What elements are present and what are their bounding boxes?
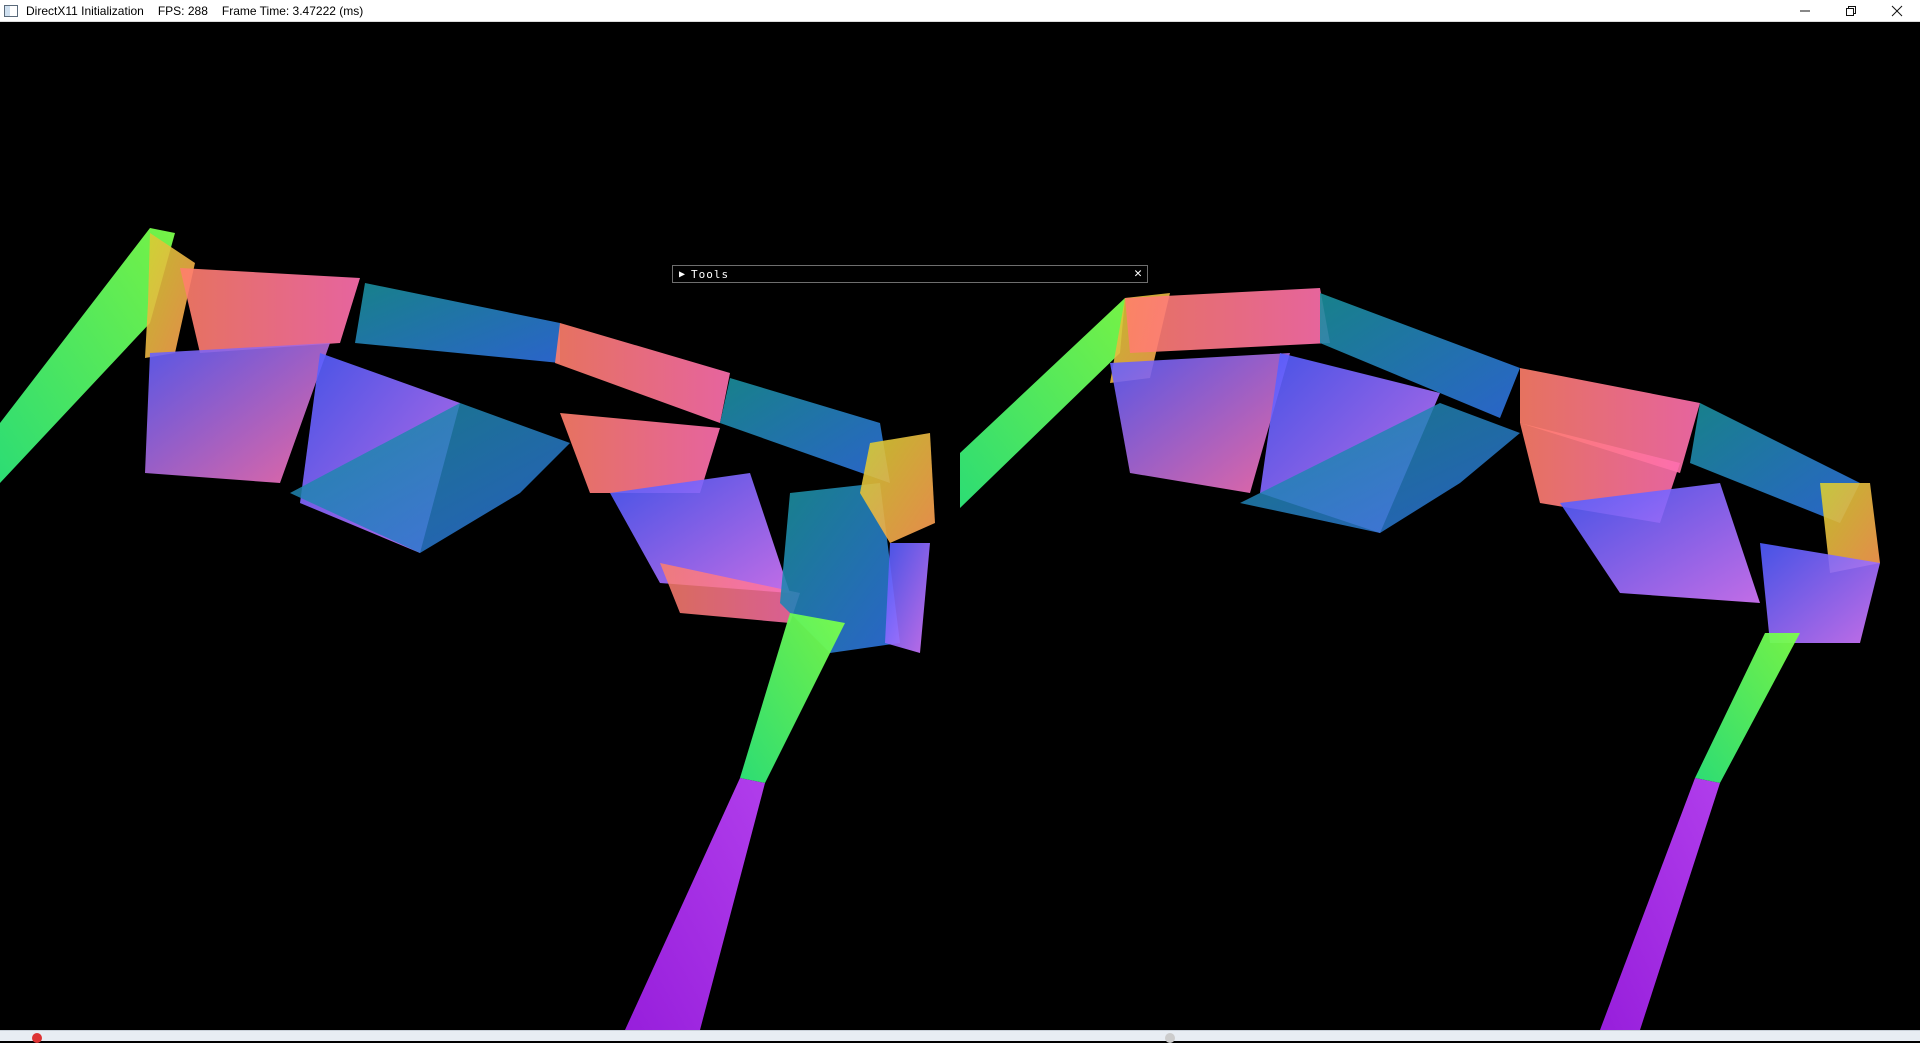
- close-button[interactable]: [1874, 0, 1920, 22]
- left-lime-knot: [860, 433, 935, 543]
- fps-readout: FPS: 288: [157, 3, 208, 18]
- close-icon: [1891, 5, 1903, 17]
- frame-time-readout: Frame Time: 3.47222 (ms): [221, 3, 364, 18]
- left-teal-bundle-1: [355, 283, 560, 363]
- left-teal-right: [780, 483, 900, 653]
- title-bar[interactable]: DirectX11 Initialization FPS: 288 Frame …: [0, 0, 1920, 22]
- taskbar-strip: [0, 1030, 1920, 1043]
- taskbar-app-icon[interactable]: [32, 1033, 42, 1043]
- close-icon[interactable]: ✕: [1134, 266, 1142, 281]
- left-teal-bundle-2: [720, 378, 890, 483]
- right-violet-knot: [1760, 543, 1880, 643]
- right-teal-fan-1: [1320, 293, 1520, 418]
- left-blue-violet-2: [610, 473, 790, 593]
- left-salmon-bundle-1: [180, 268, 360, 353]
- minimize-icon: [1800, 10, 1810, 12]
- right-teal-fan-2: [1690, 403, 1860, 523]
- left-green-strand: [0, 228, 175, 483]
- left-yellow-bundle: [145, 233, 195, 358]
- app-icon: [4, 4, 18, 17]
- minimize-button[interactable]: [1782, 0, 1828, 22]
- left-salmon-low: [660, 563, 800, 623]
- right-green-strand: [960, 298, 1125, 508]
- right-purple-strand: [1600, 778, 1720, 1030]
- right-yellow-knot: [1820, 483, 1880, 573]
- tools-panel-title: Tools: [691, 267, 730, 281]
- right-teal-lower: [1240, 403, 1520, 533]
- right-salmon-fan-1: [1125, 288, 1330, 353]
- left-purple-strand: [625, 778, 765, 1030]
- restore-button[interactable]: [1828, 0, 1874, 22]
- window-controls: [1782, 0, 1920, 22]
- restore-icon: [1846, 6, 1856, 16]
- right-salmon-fan-2: [1520, 368, 1700, 473]
- triangle-right-icon[interactable]: ▶: [679, 268, 686, 280]
- tools-panel[interactable]: ▶ Tools ✕: [672, 265, 1148, 283]
- left-salmon-bundle-2: [555, 323, 730, 423]
- right-pink-blue-fan: [1110, 353, 1290, 493]
- right-blue-violet-fan-2: [1560, 483, 1760, 603]
- scene-canvas: [0, 228, 1880, 1030]
- left-violet-knot: [885, 543, 930, 653]
- right-green-lower-strand: [1695, 633, 1800, 783]
- left-green-lower-strand: [740, 613, 845, 783]
- left-pink-blue-1: [145, 343, 330, 483]
- left-salmon-mid: [560, 413, 720, 493]
- left-teal-low: [290, 403, 570, 553]
- window-title: DirectX11 Initialization: [26, 3, 144, 18]
- right-view: [960, 288, 1880, 1030]
- render-viewport[interactable]: ▶ Tools ✕: [0, 23, 1920, 1030]
- taskbar-app-icon-2[interactable]: [1165, 1033, 1175, 1043]
- left-view: [0, 228, 935, 1030]
